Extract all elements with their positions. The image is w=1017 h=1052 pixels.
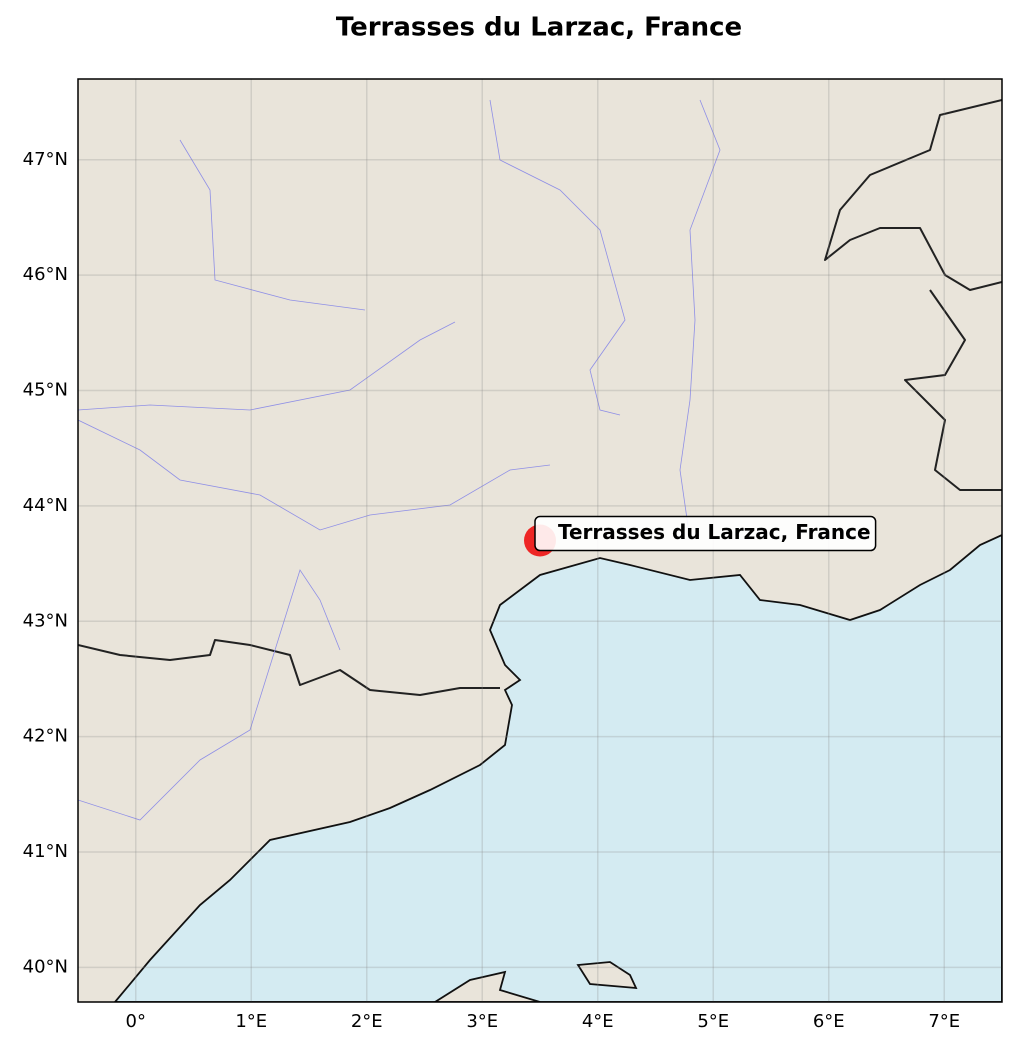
x-tick-label: 6°E	[813, 1011, 845, 1032]
axes-frame	[77, 78, 1003, 1003]
border	[824, 99, 1002, 291]
island	[576, 961, 638, 990]
river	[489, 99, 626, 416]
y-tick-label: 42°N	[23, 726, 68, 747]
x-tick-label: 4°E	[582, 1011, 614, 1032]
sea	[113, 534, 1002, 1002]
island	[433, 970, 541, 1002]
river	[78, 419, 551, 531]
river	[179, 139, 366, 311]
y-tick-label: 44°N	[23, 495, 68, 516]
x-tick-label: 1°E	[235, 1011, 267, 1032]
river	[679, 99, 721, 541]
x-tick-label: 5°E	[697, 1011, 729, 1032]
y-tick-label: 45°N	[23, 380, 68, 401]
y-tick-label: 43°N	[23, 610, 68, 631]
y-tick-label: 46°N	[23, 264, 68, 285]
x-tick-label: 2°E	[351, 1011, 383, 1032]
river	[78, 321, 456, 411]
river	[78, 569, 341, 821]
y-tick-label: 41°N	[23, 841, 68, 862]
label-box	[534, 515, 877, 552]
border	[78, 639, 500, 696]
y-tick-label: 40°N	[23, 956, 68, 977]
x-tick-label: 3°E	[466, 1011, 498, 1032]
location-label: Terrasses du Larzac, France	[558, 520, 871, 544]
x-tick-label: 0°	[126, 1011, 146, 1032]
border	[904, 289, 1002, 491]
map-title: Terrasses du Larzac, France	[336, 13, 742, 43]
y-tick-label: 47°N	[23, 149, 68, 170]
x-tick-label: 7°E	[928, 1011, 960, 1032]
